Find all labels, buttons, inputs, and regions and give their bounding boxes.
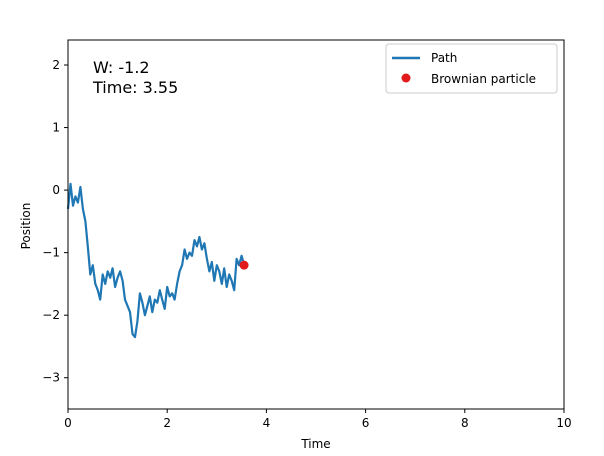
y-tick-label: −2 bbox=[42, 308, 60, 322]
x-axis-label: Time bbox=[300, 437, 330, 451]
legend-frame bbox=[385, 43, 558, 94]
x-tick-label: 10 bbox=[556, 416, 571, 430]
plot-area bbox=[66, 182, 249, 339]
legend: Path Brownian particle bbox=[385, 43, 558, 94]
y-tick-label: 1 bbox=[52, 121, 60, 135]
x-tick-label: 8 bbox=[461, 416, 469, 430]
y-axis-label: Position bbox=[19, 203, 33, 250]
y-tick-label: 0 bbox=[52, 183, 60, 197]
x-tick-label: 2 bbox=[163, 416, 171, 430]
x-tick-label: 6 bbox=[362, 416, 370, 430]
x-axis: 0 2 4 6 8 10 bbox=[64, 409, 572, 430]
w-annotation: W: -1.2 bbox=[93, 58, 150, 77]
x-tick-label: 4 bbox=[263, 416, 271, 430]
y-tick-label: −3 bbox=[42, 371, 60, 385]
plot-frame bbox=[67, 39, 565, 410]
path-series-line bbox=[66, 182, 246, 339]
brownian-particle-marker bbox=[239, 260, 249, 270]
legend-path-label: Path bbox=[431, 51, 457, 65]
y-axis: 2 1 0 −1 −2 −3 bbox=[42, 58, 68, 385]
y-tick-label: 2 bbox=[52, 58, 60, 72]
legend-particle-label: Brownian particle bbox=[431, 72, 536, 86]
time-annotation: Time: 3.55 bbox=[92, 78, 178, 97]
y-tick-label: −1 bbox=[42, 246, 60, 260]
x-tick-label: 0 bbox=[64, 416, 72, 430]
legend-particle-marker bbox=[401, 73, 411, 83]
